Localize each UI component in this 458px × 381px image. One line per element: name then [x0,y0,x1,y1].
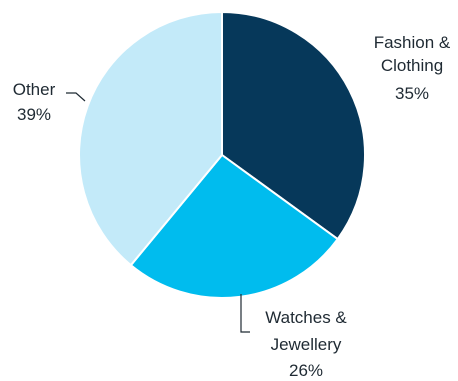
slice-label-other: Other 39% [13,80,56,124]
slice-label-fashion-clothing-line2: Clothing [381,56,443,75]
pie-slice-watches-jewellery [129,153,340,299]
slice-label-watches-jewellery: Watches & Jewellery 26% [265,308,347,380]
slice-value-watches-jewellery: 26% [289,361,323,380]
pie-slice-fashion-clothing [221,10,366,241]
slice-label-watches-jewellery-line2: Jewellery [271,335,342,354]
slice-value-fashion-clothing: 35% [395,84,429,103]
pie-slices [78,10,366,299]
leader-line-other [66,92,86,102]
leader-line-watches-jewellery [240,294,250,333]
slice-label-watches-jewellery-line1: Watches & [265,308,347,327]
slice-value-other: 39% [17,105,51,124]
slice-label-fashion-clothing-line1: Fashion & [374,33,451,52]
slice-label-other-line1: Other [13,80,56,99]
slice-label-fashion-clothing: Fashion & Clothing 35% [374,33,451,103]
pie-slice-other [78,10,223,267]
